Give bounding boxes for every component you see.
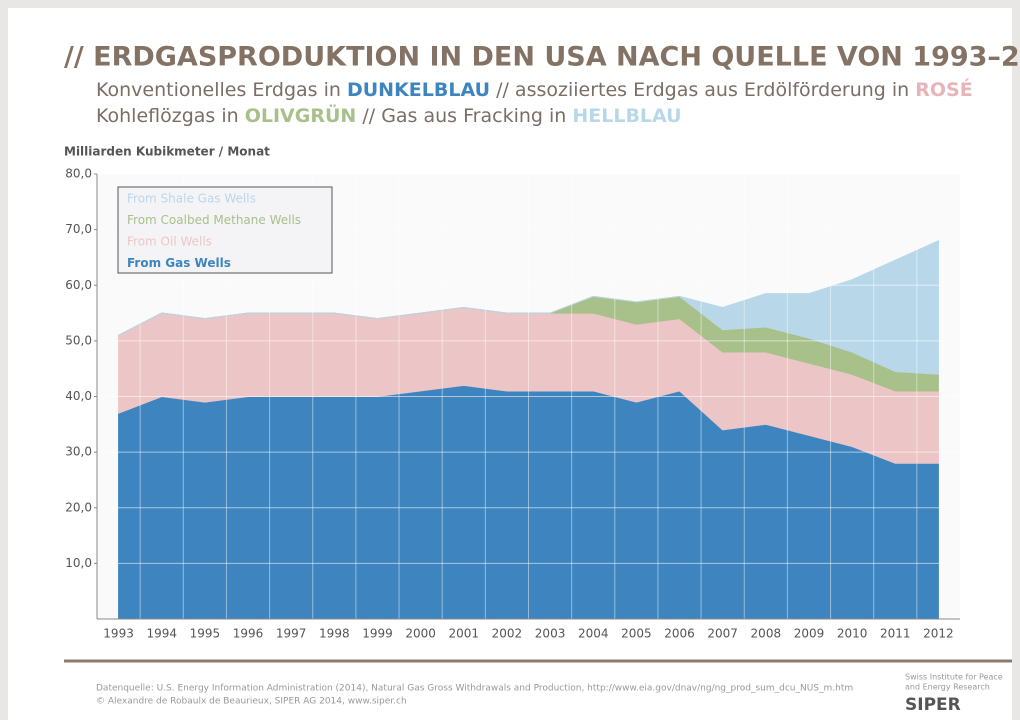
legend-entry: From Gas Wells	[127, 256, 231, 270]
x-tick-label: 1994	[146, 627, 177, 641]
x-tick-label: 2001	[449, 627, 480, 641]
x-tick-label: 2000	[405, 627, 436, 641]
subtitle: Konventionelles Erdgas in DUNKELBLAU // …	[96, 78, 973, 101]
subtitle-part: OLIVGRÜN	[245, 103, 357, 127]
x-tick-label: 2009	[794, 627, 825, 641]
subtitle-part: DUNKELBLAU	[347, 79, 490, 101]
x-tick-label: 2005	[621, 627, 652, 641]
x-tick-label: 2006	[664, 627, 695, 641]
subtitle-part: ROSÉ	[915, 78, 972, 101]
legend-entry: From Oil Wells	[127, 235, 212, 249]
x-tick-label: 1997	[276, 627, 307, 641]
x-tick-label: 1993	[103, 627, 134, 641]
y-tick-label: 30,0	[65, 445, 92, 459]
x-tick-label: 2003	[535, 627, 566, 641]
copyright: © Alexandre de Robaulx de Beaurieux, SIP…	[96, 697, 407, 707]
logo-line: and Energy Research	[905, 683, 990, 692]
y-tick-label: 60,0	[65, 278, 92, 292]
x-tick-label: 2002	[492, 627, 523, 641]
x-tick-label: 2010	[837, 627, 868, 641]
y-tick-label: 80,0	[65, 167, 92, 181]
x-tick-label: 1996	[233, 627, 264, 641]
subtitle: Kohleflözgas in OLIVGRÜN // Gas aus Frac…	[96, 103, 682, 127]
legend-entry: From Shale Gas Wells	[127, 192, 256, 206]
x-tick-label: 1999	[362, 627, 393, 641]
subtitle-part: Kohleflözgas in	[96, 105, 245, 127]
x-tick-label: 1998	[319, 627, 350, 641]
chart-title: // ERDGASPRODUKTION IN DEN USA NACH QUEL…	[64, 42, 1020, 73]
source: Datenquelle: U.S. Energy Information Adm…	[96, 684, 853, 694]
x-tick-label: 2007	[707, 627, 738, 641]
x-tick-label: 2008	[751, 627, 782, 641]
subtitle-part: HELLBLAU	[572, 105, 681, 127]
y-tick-label: 40,0	[65, 389, 92, 403]
logo: SIPER	[905, 695, 961, 715]
y-tick-label: 50,0	[65, 333, 92, 347]
area	[118, 239, 939, 375]
y-axis-label: Milliarden Kubikmeter / Monat	[64, 145, 270, 159]
x-tick-label: 2011	[880, 627, 911, 641]
y-tick-label: 10,0	[65, 556, 92, 570]
logo-line: Swiss Institute for Peace	[905, 673, 1003, 682]
x-tick-label: 2012	[923, 627, 954, 641]
y-tick-label: 20,0	[65, 500, 92, 514]
y-tick-label: 70,0	[65, 222, 92, 236]
subtitle-part: // assoziiertes Erdgas aus Erdölförderun…	[490, 79, 915, 101]
x-tick-label: 1995	[190, 627, 221, 641]
subtitle-part: Konventionelles Erdgas in	[96, 79, 347, 101]
subtitle-part: // Gas aus Fracking in	[356, 105, 572, 127]
legend	[117, 186, 333, 274]
x-tick-label: 2004	[578, 627, 609, 641]
legend-entry: From Coalbed Methane Wells	[127, 213, 301, 227]
